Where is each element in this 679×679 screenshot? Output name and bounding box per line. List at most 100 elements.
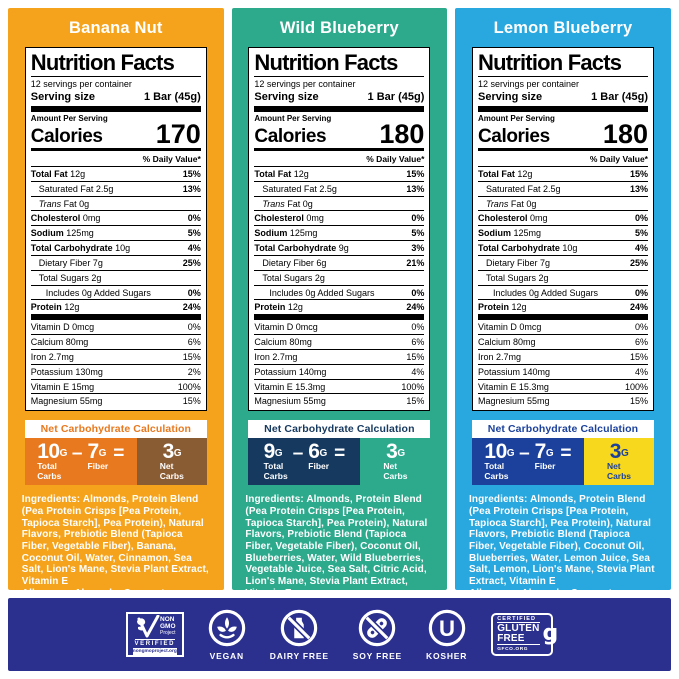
calories-row: Calories 180 (254, 120, 424, 148)
nutrient-row: Dietary Fiber 7g 25% (30, 254, 201, 270)
nutrient-name: Dietary Fiber 7g (485, 257, 551, 268)
vitamin-rows: Vitamin D 0mcg 0% Calcium 80mg 6% Iron 2… (254, 320, 425, 408)
serving-size-row: Serving size 1 Bar (45g) (254, 90, 424, 106)
nutrient-daily-value: 0% (634, 287, 648, 298)
vitamin-name: Calcium 80mg (254, 337, 312, 348)
serving-size-value: 1 Bar (45g) (591, 90, 648, 103)
net-carb-title: Net Carbohydrate Calculation (471, 420, 654, 439)
nutrient-daily-value: 4% (187, 243, 201, 254)
vitamin-row: Magnesium 55mg 15% (30, 393, 201, 408)
gluten-free-badge: CERTIFIED GLUTEN FREE g GFCO.ORG (491, 613, 558, 656)
nutrient-name: Total Sugars 2g (262, 272, 325, 283)
fiber-group: 7G Fiber (87, 441, 109, 485)
nutrient-daily-value: 15% (406, 168, 425, 179)
vitamin-daily-value: 100% (177, 381, 201, 392)
nutrient-row: Saturated Fat 2.5g 13% (254, 180, 425, 196)
vitamin-daily-value: 100% (401, 381, 425, 392)
nutrient-row: Protein 12g 24% (254, 299, 425, 314)
kosher-label: KOSHER (426, 650, 468, 661)
vegan-badge: VEGAN (208, 609, 246, 661)
nutrient-row: Protein 12g 24% (477, 299, 648, 314)
allergens-text: Allergens: Almonds, Coconut (469, 588, 657, 590)
daily-value-header: % Daily Value* (142, 153, 201, 164)
nutrient-name: Dietary Fiber 7g (38, 257, 103, 268)
gluten-free-mark: CERTIFIED GLUTEN FREE g GFCO.ORG (491, 613, 558, 656)
nutrient-name: Saturated Fat 2.5g (485, 183, 561, 194)
non-gmo-top: NON GMO Project (132, 614, 178, 639)
net-carbs-value: 3G (609, 440, 629, 464)
vitamin-name: Iron 2.7mg (254, 351, 298, 362)
divider-thick (477, 314, 648, 321)
soy-free-label: SOY FREE (352, 650, 403, 661)
vitamin-name: Magnesium 55mg (254, 396, 326, 407)
vitamin-name: Calcium 80mg (477, 337, 536, 348)
vitamin-daily-value: 6% (187, 337, 201, 348)
nutrient-daily-value: 25% (182, 257, 201, 268)
ingredients-text: Ingredients: Almonds, Protein Blend (Pea… (468, 494, 655, 588)
vitamin-row: Vitamin D 0mcg 0% (478, 320, 648, 334)
vitamin-row: Potassium 140mg 4% (477, 363, 648, 379)
flavor-panels: Banana Nut Nutrition Facts 12 servings p… (8, 8, 671, 590)
nutrient-row: Trans Fat 0g (254, 195, 425, 211)
calories-row: Calories 180 (478, 120, 648, 148)
nutrient-row: Sodium 125mg 5% (477, 225, 648, 240)
vitamin-name: Calcium 80mg (30, 337, 89, 348)
vitamin-row: Iron 2.7mg 15% (477, 348, 648, 364)
flavor-panel: Banana Nut Nutrition Facts 12 servings p… (8, 8, 224, 590)
fiber-label: Fiber (308, 461, 330, 472)
total-carbs-group: 9G Total Carbs (263, 441, 288, 485)
nutrient-row: Saturated Fat 2.5g 13% (477, 180, 648, 196)
vitamin-daily-value: 0% (634, 322, 648, 333)
vitamin-daily-value: 15% (406, 351, 425, 362)
nutrient-row: Protein 12g 24% (30, 299, 201, 314)
total-carbs-value: 10G (484, 440, 515, 464)
calories-value: 170 (155, 118, 201, 149)
vitamin-row: Potassium 130mg 2% (30, 363, 201, 379)
fiber-group: 6G Fiber (308, 441, 330, 485)
allergens-text: Allergens: Almonds, Coconut (22, 588, 210, 590)
vitamin-daily-value: 15% (406, 396, 425, 407)
nutrient-name: Sodium 125mg (477, 228, 542, 239)
vitamin-daily-value: 2% (187, 366, 201, 377)
allergens-label: Allergens: (469, 588, 519, 590)
nutrient-name: Sodium 125mg (254, 228, 318, 239)
total-carbs-label: Total Carbs (263, 461, 288, 481)
divider-thick (477, 105, 648, 112)
vitamin-row: Vitamin D 0mcg 0% (31, 320, 201, 334)
vitamin-name: Iron 2.7mg (30, 351, 74, 362)
net-carbs-group: 3G Net Carbs (160, 441, 184, 481)
nutrient-name: Cholesterol 0mg (477, 213, 548, 224)
nutrition-facts-label: Nutrition Facts 12 servings per containe… (248, 47, 431, 412)
non-gmo-wordmark: NON GMO Project (160, 616, 176, 636)
vitamin-row: Calcium 80mg 6% (254, 334, 425, 349)
divider-thick (30, 105, 201, 112)
vitamin-daily-value: 15% (182, 396, 201, 407)
nutrient-daily-value: 24% (406, 302, 425, 313)
nutrient-row: Includes 0g Added Sugars 0% (30, 284, 201, 300)
calories-label: Calories (254, 125, 327, 147)
servings-per-container: 12 servings per container (30, 79, 132, 90)
serving-size-label: Serving size (30, 90, 95, 103)
nutrient-row: Total Fat 12g 15% (254, 165, 425, 181)
nutrient-daily-value: 0% (411, 287, 425, 298)
ingredients-text: Ingredients: Almonds, Protein Blend (Pea… (21, 494, 209, 588)
nutrient-daily-value: 24% (182, 302, 201, 313)
nutrient-row: Cholesterol 0mg 0% (30, 210, 201, 225)
net-carb-left-box: 9G Total Carbs – 6G Fiber = (248, 438, 361, 486)
nutrient-name: Saturated Fat 2.5g (38, 183, 114, 194)
nutrient-row: Total Carbohydrate 9g 3% (254, 240, 425, 255)
fiber-label: Fiber (87, 461, 109, 472)
divider-thick (30, 314, 201, 321)
net-carb-left-box: 10G Total Carbs – 7G Fiber = (471, 438, 584, 486)
divider-medium (477, 147, 648, 152)
vitamin-daily-value: 100% (624, 381, 648, 392)
minus-sign: – (519, 443, 530, 465)
nutrition-facts-heading: Nutrition Facts (254, 51, 425, 78)
allergens-label: Allergens: (22, 588, 72, 590)
nutrient-daily-value: 21% (406, 257, 425, 268)
vitamin-daily-value: 15% (629, 351, 648, 362)
serving-size-label: Serving size (254, 90, 319, 103)
vitamin-name: Vitamin E 15.3mg (477, 381, 549, 392)
nutrient-name: Total Sugars 2g (38, 272, 102, 283)
